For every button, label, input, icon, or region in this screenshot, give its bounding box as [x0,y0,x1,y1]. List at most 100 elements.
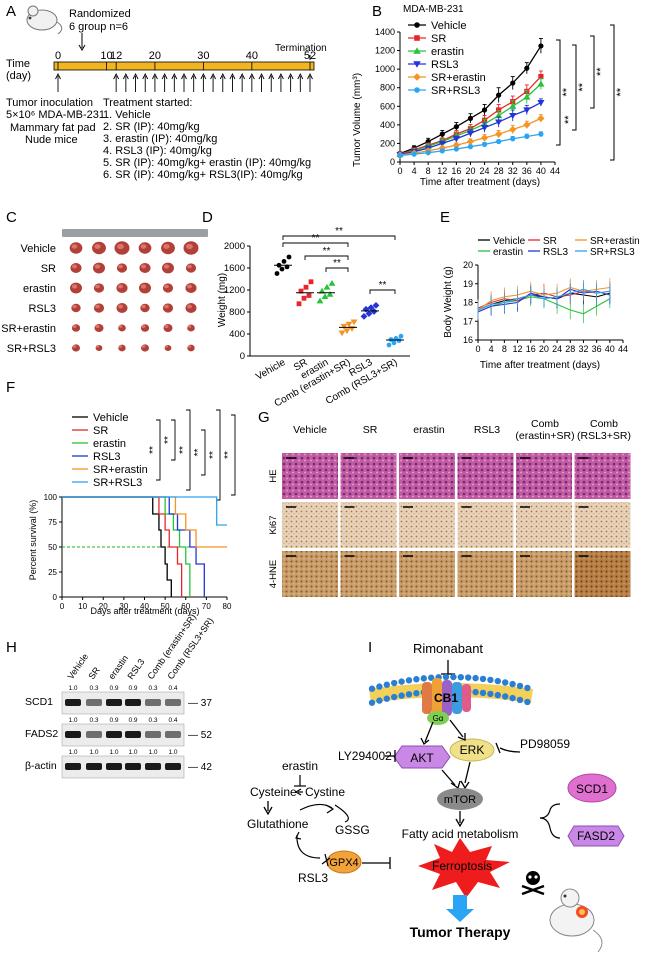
data-point [328,280,336,286]
ihc-row-labels: HE Ki67 4-HNE [268,469,279,588]
timeline-tick-label: 12 [110,50,122,62]
data-point [326,291,334,297]
treatment-arrow-head [152,72,158,80]
skull-icon [521,871,545,896]
significance-bracket [231,414,236,496]
svg-text:CB1: CB1 [434,691,458,705]
plot-e [477,278,611,324]
data-point [425,150,431,156]
pd98059-label: PD98059 [520,737,570,751]
data-point [537,114,545,122]
lipid-head [383,695,390,702]
treatment-arrow-head [55,72,61,80]
blot-band [165,699,181,706]
ihc-column-label: Comb [531,418,559,430]
tumor-highlight [140,284,147,289]
y-tick-label: 75 [48,518,57,527]
panel-letter-a: A [6,3,16,20]
tumor-highlight [164,284,169,289]
erk-label: ERK [460,743,485,757]
data-point [438,144,446,152]
treatment-arrow-head [297,72,304,80]
x-tick-label: 0 [60,602,65,611]
lipid-head [405,691,413,698]
panel-letter-g: G [258,409,270,426]
data-point [523,107,531,114]
legend-label: RSL3 [543,247,568,258]
significance-mark: ** [563,115,575,124]
x-tick-label: 0 [397,166,402,176]
data-point [274,271,280,276]
tumor-highlight [72,264,77,269]
lane-label: SR [86,665,102,681]
significance-bracket [610,24,615,161]
significance-f: ** ** ** ** ** ** [148,409,236,501]
data-point [467,144,474,150]
gssg-label: GSSG [335,823,370,837]
significance-bracket [325,267,349,272]
data-point [510,136,516,142]
mtor-node [437,788,483,810]
blot-label: FADS2 [25,728,58,740]
legend-label: SR+RSL3 [93,477,142,489]
inoculation-text: Tumor inoculation 5×10⁶ MDA-MB-231 Mamma… [6,97,105,146]
lipid-head [413,676,420,683]
timeline-tick-label: 20 [149,50,161,62]
y-tick-label: 1200 [224,285,245,296]
data-point [496,92,502,98]
lipid-head [524,698,531,706]
data-point [296,301,302,307]
x-tick-label: 44 [618,344,628,354]
specimen-row-label: erastin [23,283,56,295]
data-point [538,73,544,80]
xlabel-e: Time after treatment (days) [480,360,600,371]
band-quantification: 1.0 [109,749,118,756]
y-tick-label: 17 [463,316,473,326]
lipid-head [502,693,509,700]
lipid-head [487,690,494,698]
lipid-head [398,678,405,685]
ihc-image-tile [574,502,631,548]
scd1-node [567,773,617,803]
lipid-head [509,680,516,688]
ihc-image-tile [516,453,572,499]
data-point [343,328,351,335]
blot-membrane [61,755,185,779]
tumor-highlight [141,345,146,348]
data-point [496,138,502,145]
data-point [495,119,503,126]
significance-mark: ** [561,87,573,96]
ihc-image-tile [574,453,631,499]
x-tick-label: 0 [475,344,480,354]
tumor-specimen [93,303,105,313]
x-tick-label: 40 [140,602,149,611]
treatment-arrow-head [248,72,255,80]
y-tick-label: 200 [380,138,395,148]
lipid-head [465,674,472,681]
significance-mark: ** [148,446,159,454]
lipid-head [420,675,427,682]
tumor-specimen [71,303,81,313]
data-point [316,297,324,304]
band-quantification: 1.0 [148,749,157,756]
ihc-row-label: 4-HNE [268,560,279,589]
down-arrow-icon [446,895,474,922]
significance-bracket [156,419,161,481]
tumor-highlight [71,284,78,289]
ihc-image-tile [399,502,455,548]
x-tick-label: 8 [502,344,507,354]
tumor-specimen [162,283,174,293]
fatty-acid-label: Fatty acid metabolism [402,827,519,841]
data-point [340,323,348,330]
treatment-arrow-head [307,72,313,80]
lipid-head [516,682,524,690]
timeline-tick-label: 40 [246,50,258,62]
data-point [509,125,517,134]
blot-band [86,763,102,770]
ihc-column-label: RSL3 [474,424,500,436]
tumor-highlight [118,284,123,289]
tumor-highlight [118,304,123,309]
